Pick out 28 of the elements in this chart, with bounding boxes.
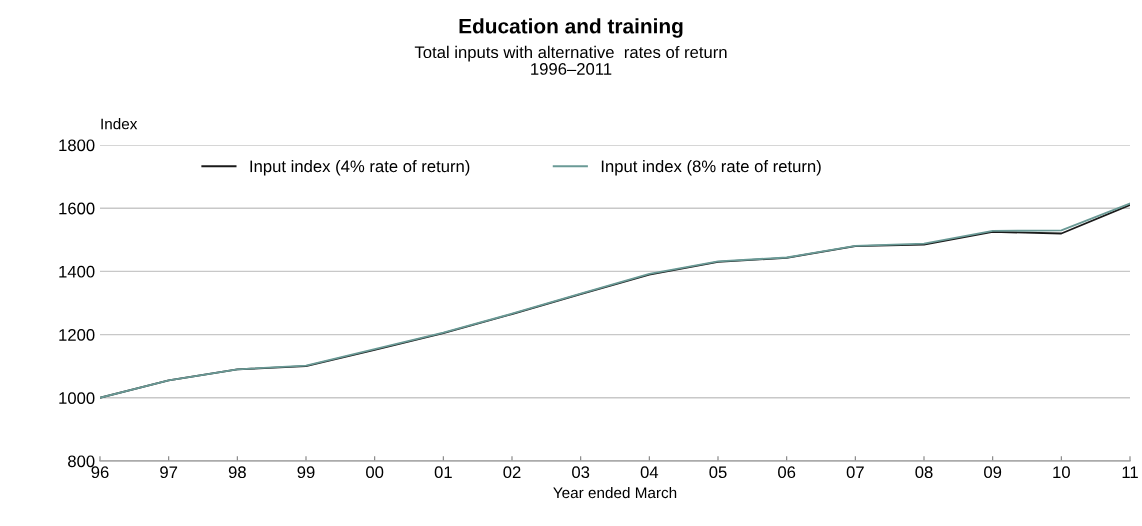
x-tick-label: 97 bbox=[160, 466, 178, 479]
x-tick-label: 08 bbox=[915, 466, 933, 479]
x-tick-label: 01 bbox=[434, 466, 452, 479]
x-tick-label: 06 bbox=[778, 466, 796, 479]
x-tick-label: 10 bbox=[1053, 466, 1070, 479]
x-tick-label: 98 bbox=[228, 466, 246, 479]
chart-title: Education and training bbox=[459, 18, 683, 38]
x-tick-label: 09 bbox=[984, 466, 1002, 479]
y-tick-label: 800 bbox=[68, 455, 95, 468]
x-tick-label: 07 bbox=[846, 466, 864, 479]
legend-label: Input index (4% rate of return) bbox=[250, 160, 470, 176]
y-tick-label: 1200 bbox=[59, 329, 95, 341]
x-tick-label: 99 bbox=[297, 466, 315, 479]
x-tick-label: 04 bbox=[640, 466, 659, 479]
x-tick-label: 11 bbox=[1122, 466, 1138, 478]
x-axis-title: Year ended March bbox=[553, 486, 677, 499]
chart-subtitle: Total inputs with alternative rates of return 1996–2011 bbox=[414, 45, 727, 75]
x-tick-label: 02 bbox=[503, 466, 521, 479]
x-tick-label: 00 bbox=[366, 466, 384, 479]
x-tick-label: 96 bbox=[91, 466, 109, 479]
legend-label: Input index (8% rate of return) bbox=[601, 160, 821, 176]
y-tick-label: 1400 bbox=[59, 265, 95, 278]
y-tick-label: 1000 bbox=[59, 392, 95, 404]
x-tick-label: 05 bbox=[709, 466, 727, 479]
y-axis-title: Index bbox=[101, 118, 138, 130]
y-tick-label: 1800 bbox=[59, 139, 95, 152]
x-tick-label: 03 bbox=[572, 466, 590, 479]
y-tick-label: 1600 bbox=[59, 202, 95, 215]
